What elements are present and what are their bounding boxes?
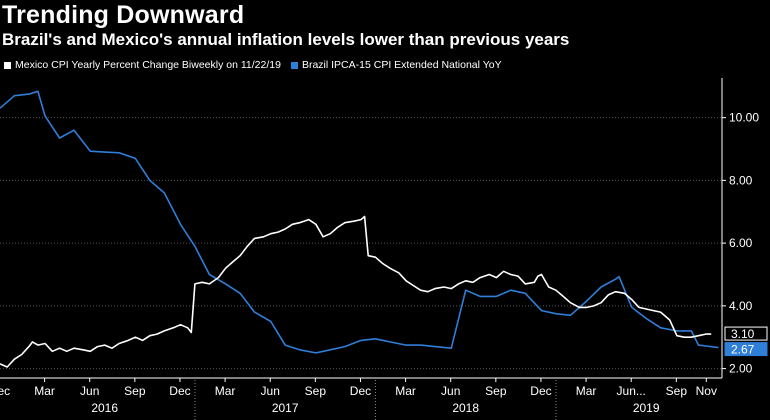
x-year-label: 2018 <box>452 401 479 415</box>
chart-title: Trending Downward <box>2 1 245 29</box>
x-tick-label: Jun <box>441 384 460 398</box>
x-axis: Dec Mar Jun Sep Dec Mar Jun Sep Dec Mar Jun Sep Dec M… <box>0 377 722 420</box>
end-label-value: 2.67 <box>731 343 755 357</box>
legend-swatch-brazil <box>290 61 298 69</box>
legend-swatch-mexico <box>4 61 11 69</box>
x-year-label: 2016 <box>91 401 118 415</box>
y-axis: 2.00 4.00 6.00 8.00 10.00 <box>721 78 759 378</box>
x-tick-label: Sep <box>305 384 327 398</box>
y-tick-label: 4.00 <box>729 299 753 313</box>
series-lines <box>0 90 719 368</box>
x-tick-label: Mar <box>576 384 597 398</box>
y-tick-label: 6.00 <box>729 236 753 250</box>
chart-subtitle: Brazil's and Mexico's annual inflation l… <box>2 30 570 49</box>
end-label-box <box>724 342 768 357</box>
y-tick-label: 8.00 <box>729 173 753 187</box>
x-tick-label: Dec <box>530 384 551 398</box>
end-value-labels: 3.10 2.67 <box>724 326 768 357</box>
end-label-brazil: 2.67 <box>724 342 768 357</box>
end-label-value: 3.10 <box>731 327 755 341</box>
end-label-mexico: 3.10 <box>724 326 768 341</box>
end-label-box <box>724 326 768 341</box>
x-tick-label: Sep <box>666 384 688 398</box>
legend-label-mexico: Mexico CPI Yearly Percent Change Biweekl… <box>15 59 281 71</box>
chart-legend: Mexico CPI Yearly Percent Change Biweekl… <box>4 59 512 71</box>
gridlines <box>0 117 722 370</box>
x-year-label: 2019 <box>633 401 660 415</box>
y-tick-label: 2.00 <box>729 362 753 376</box>
x-tick-label: Mar <box>395 384 416 398</box>
legend-label-brazil: Brazil IPCA-15 CPI Extended National YoY <box>301 59 502 71</box>
series-line-mexico <box>0 215 712 368</box>
x-tick-label: Mar <box>34 384 55 398</box>
x-tick-label: Sep <box>485 384 507 398</box>
legend-item-brazil: Brazil IPCA-15 CPI Extended National YoY <box>290 59 502 71</box>
y-tick-label: 10.00 <box>729 111 759 125</box>
x-tick-label: Jun... <box>617 384 646 398</box>
x-tick-label: Jun <box>261 384 280 398</box>
x-tick-label: Sep <box>124 384 146 398</box>
x-tick-label: Nov <box>696 384 717 398</box>
x-tick-label: Mar <box>215 384 236 398</box>
series-line-brazil <box>0 90 719 354</box>
x-tick-label: Dec <box>0 384 10 398</box>
x-tick-label: Dec <box>169 384 190 398</box>
x-tick-label: Jun <box>80 384 99 398</box>
x-year-label: 2017 <box>272 401 299 415</box>
x-tick-label: Dec <box>350 384 371 398</box>
legend-item-mexico: Mexico CPI Yearly Percent Change Biweekl… <box>4 59 281 71</box>
